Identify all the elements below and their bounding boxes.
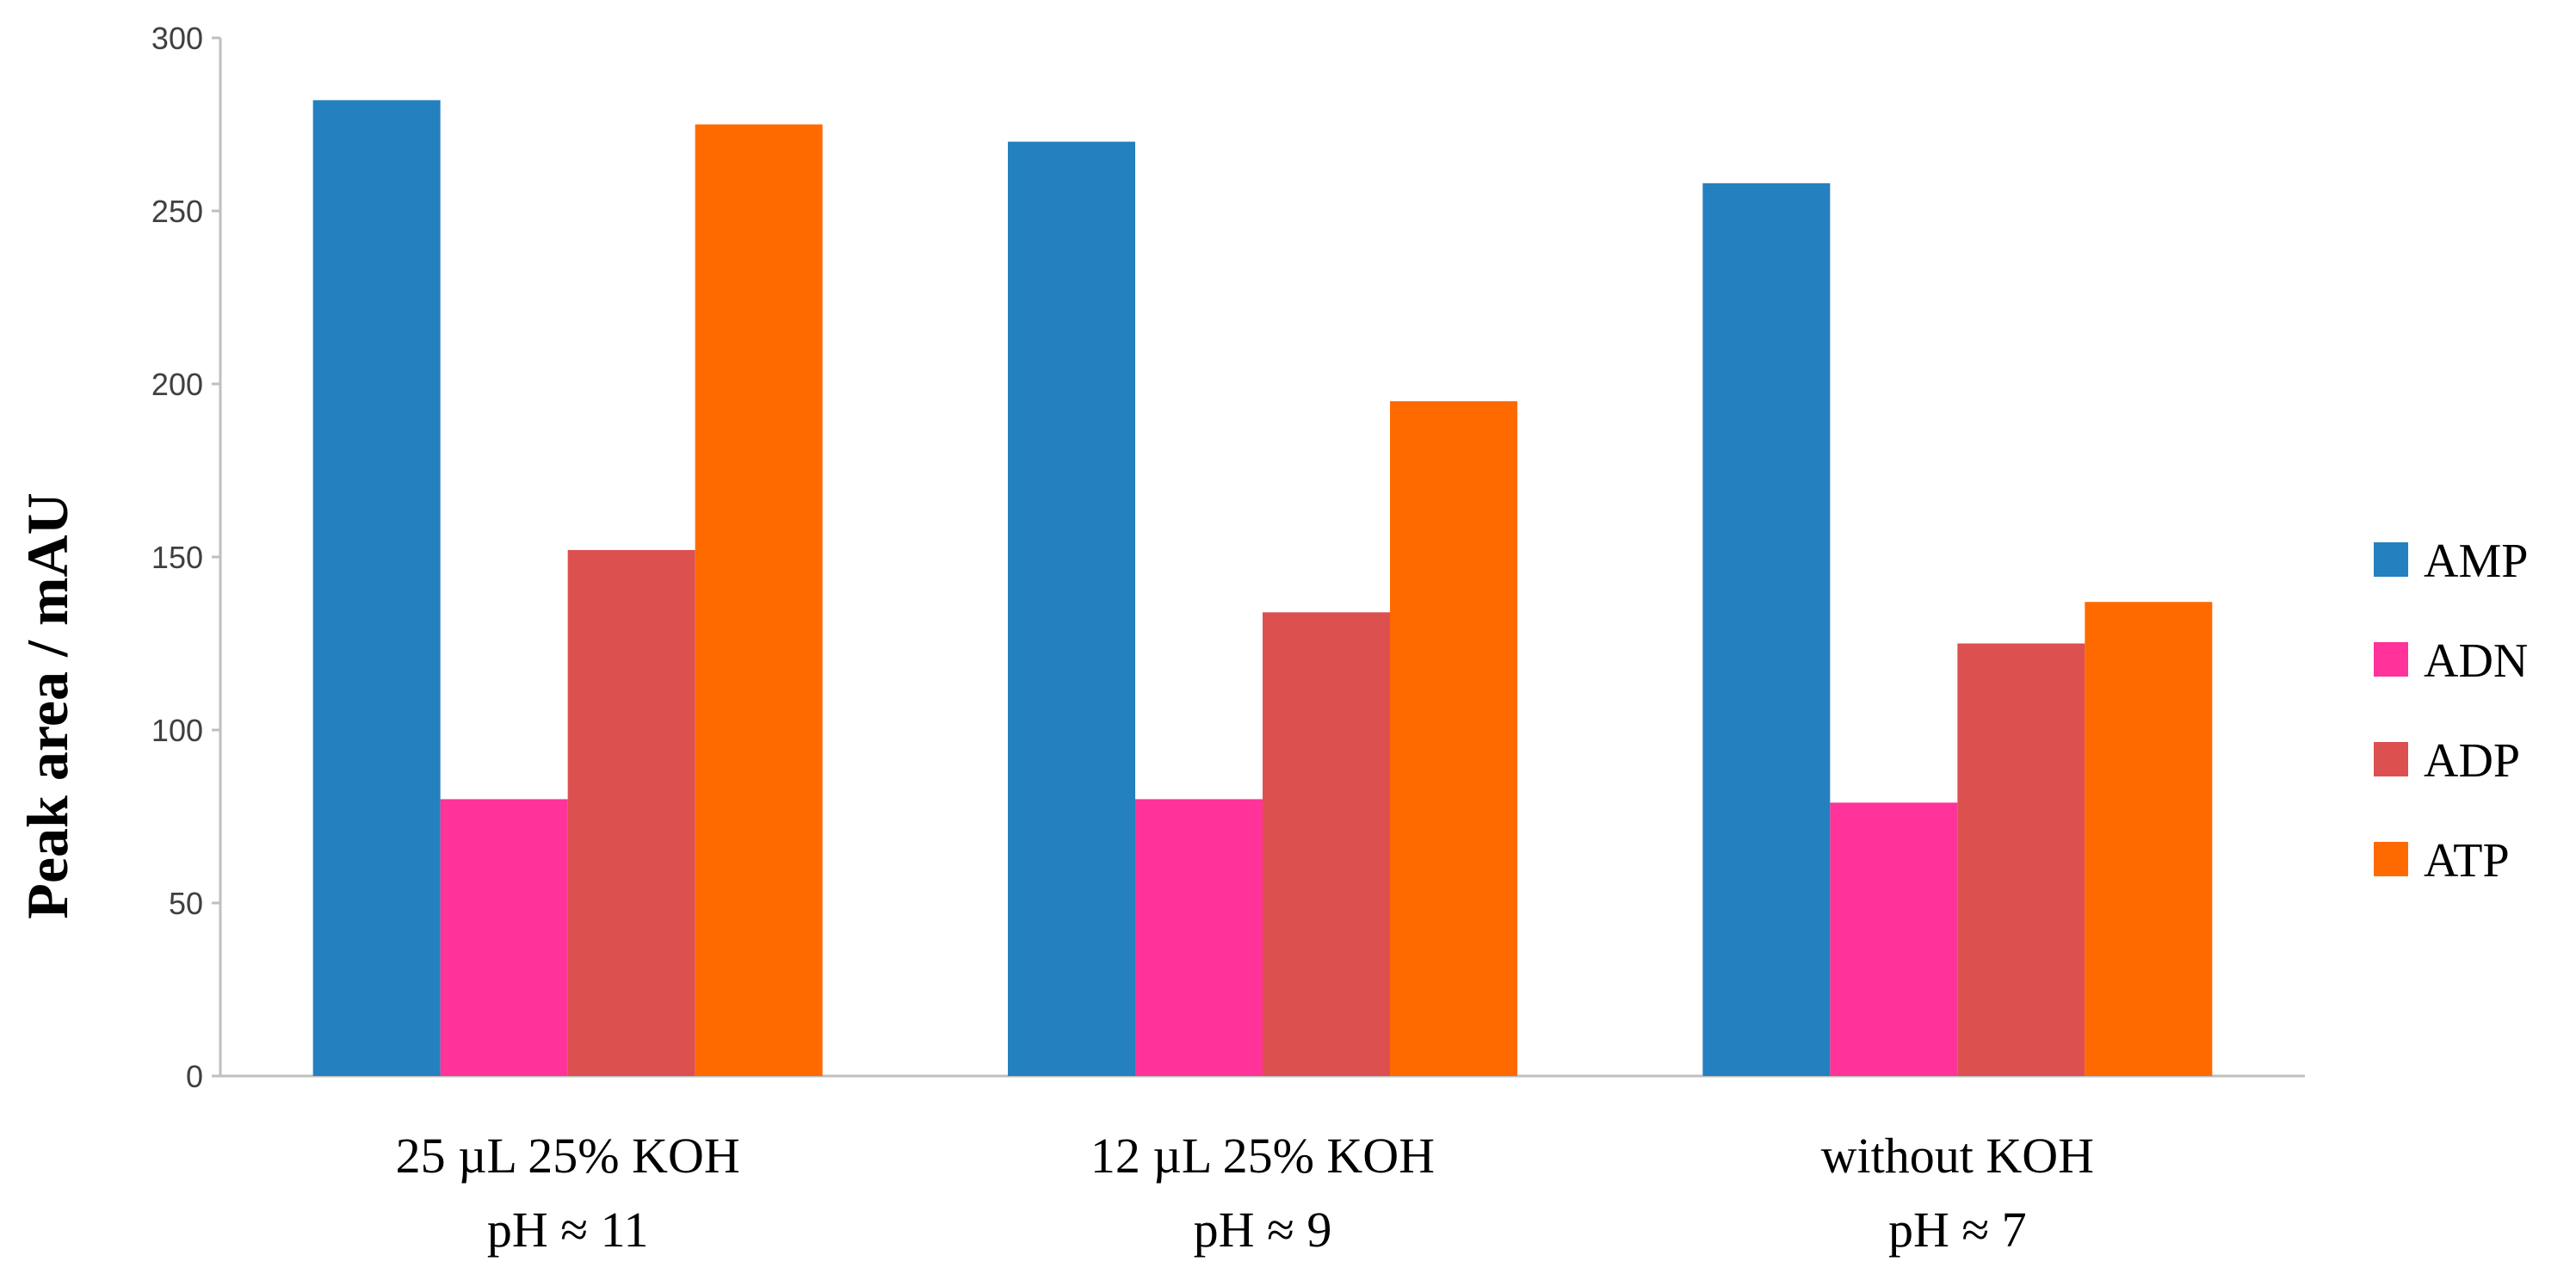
y-tick-label: 150 (151, 540, 203, 575)
category-label-line2: pH ≈ 7 (1888, 1202, 2027, 1258)
category-label-line2: pH ≈ 9 (1194, 1202, 1332, 1258)
bar-adp-2 (1263, 612, 1390, 1076)
legend-swatch-adp (2374, 742, 2408, 776)
bar-atp-2 (1390, 401, 1517, 1077)
bar-adp-3 (1957, 643, 2085, 1076)
bars-group (312, 100, 2213, 1077)
y-tick-label: 50 (169, 886, 203, 921)
legend-label-atp: ATP (2424, 834, 2510, 887)
legend-swatch-adn (2374, 642, 2408, 677)
y-tick-label: 200 (151, 367, 203, 402)
y-tick-label: 0 (186, 1059, 203, 1094)
legend: AMP ADN ADP ATP (2374, 535, 2528, 887)
y-axis-title: Peak area / mAU (15, 492, 80, 918)
category-label-line1: 25 µL 25% KOH (396, 1128, 740, 1184)
legend-swatch-amp (2374, 542, 2408, 577)
legend-label-adn: ADN (2424, 634, 2528, 688)
bar-adp-1 (567, 549, 695, 1076)
y-tick-label: 100 (151, 713, 203, 748)
bar-amp-1 (312, 100, 441, 1077)
legend-label-adp: ADP (2424, 734, 2520, 788)
y-tick-label: 300 (151, 21, 203, 56)
bar-adn-1 (440, 799, 568, 1076)
category-labels: 25 µL 25% KOH pH ≈ 11 12 µL 25% KOH pH ≈ 9 w… (396, 1128, 2094, 1258)
legend-swatch-atp (2374, 842, 2408, 876)
bar-atp-1 (695, 124, 823, 1076)
bar-adn-2 (1135, 799, 1263, 1076)
bar-adn-3 (1830, 802, 1958, 1076)
bar-amp-3 (1702, 182, 1831, 1077)
bar-amp-2 (1008, 141, 1135, 1077)
y-tick-label: 250 (151, 194, 203, 229)
y-axis-ticks: 0 50 100 150 200 250 300 (151, 21, 220, 1094)
category-label-line2: pH ≈ 11 (487, 1202, 649, 1258)
category-label-line1: 12 µL 25% KOH (1090, 1128, 1435, 1184)
legend-label-amp: AMP (2424, 535, 2528, 588)
category-label-line1: without KOH (1821, 1128, 2094, 1184)
bar-atp-3 (2085, 602, 2213, 1076)
